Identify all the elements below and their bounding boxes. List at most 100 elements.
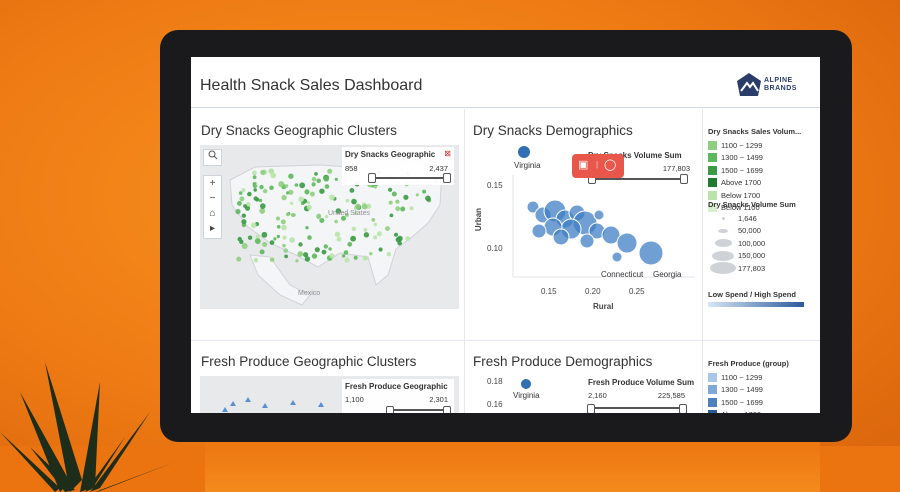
bubble[interactable] — [616, 232, 638, 254]
map-dot[interactable] — [343, 250, 349, 255]
filter-handle-min[interactable] — [368, 173, 376, 183]
map-dot[interactable] — [345, 198, 350, 203]
map-dot[interactable] — [344, 257, 350, 263]
map-dot[interactable] — [341, 215, 346, 221]
map-dot[interactable] — [422, 189, 427, 194]
map-dot[interactable] — [282, 243, 286, 248]
map-dot[interactable] — [409, 206, 414, 211]
map-dot[interactable] — [363, 228, 368, 232]
map-dot[interactable] — [239, 196, 245, 202]
filter-handle-max[interactable] — [443, 406, 451, 413]
map-dot[interactable] — [285, 191, 290, 195]
filter-handle-max[interactable] — [443, 173, 451, 183]
map-dot[interactable] — [276, 225, 281, 229]
map-dot[interactable] — [261, 231, 268, 238]
map-dot[interactable] — [288, 173, 294, 179]
map-dot[interactable] — [259, 184, 264, 190]
map-dot[interactable] — [309, 191, 315, 197]
map-dot[interactable] — [327, 168, 333, 174]
map-dot[interactable] — [395, 206, 401, 212]
map-dot[interactable] — [262, 242, 268, 247]
filter-handle-min[interactable] — [386, 406, 394, 413]
map-dot[interactable] — [361, 203, 368, 210]
map-dot[interactable] — [241, 213, 246, 218]
map-dot[interactable] — [281, 224, 287, 231]
map-dot[interactable] — [344, 212, 349, 217]
map-dot[interactable] — [288, 189, 294, 195]
map-dot[interactable] — [259, 208, 266, 214]
map-dot[interactable] — [276, 234, 280, 239]
map-dot[interactable] — [241, 188, 246, 193]
map-dot[interactable] — [334, 231, 341, 237]
map-dot[interactable] — [376, 231, 382, 237]
map-dot[interactable] — [336, 236, 342, 242]
filter-handle-min[interactable] — [587, 404, 595, 413]
map-dot[interactable] — [297, 251, 304, 257]
map-dot[interactable] — [294, 183, 299, 187]
map-dot[interactable] — [306, 200, 310, 205]
fresh-geo-filter[interactable]: Fresh Produce Geographic 1,100 2,301 — [342, 379, 454, 413]
map-dot[interactable] — [306, 204, 312, 210]
dry-geo-filter[interactable]: Dry Snacks Geographic ⊠ 858 2,437 — [342, 147, 454, 185]
map-dot[interactable] — [253, 188, 257, 192]
map-dot[interactable] — [260, 203, 266, 209]
map-dot[interactable] — [351, 198, 357, 205]
map-dot[interactable] — [311, 176, 317, 182]
filter-handle-max[interactable] — [679, 404, 687, 413]
ocr-icon[interactable]: ▣ — [578, 159, 589, 171]
map-dot[interactable] — [241, 219, 247, 225]
legend-item[interactable]: Above 1700 — [708, 409, 818, 413]
map-dot[interactable] — [280, 219, 286, 225]
bubble-virginia[interactable] — [518, 146, 530, 158]
map-dot[interactable] — [291, 212, 296, 218]
map-dot[interactable] — [299, 182, 306, 189]
map-dot[interactable] — [285, 212, 290, 217]
map-dot[interactable] — [273, 237, 277, 241]
map-dot[interactable] — [239, 239, 244, 244]
map-dot[interactable] — [373, 185, 378, 189]
map-dot[interactable] — [252, 170, 257, 176]
map-dot[interactable] — [276, 216, 280, 221]
map-dot[interactable] — [389, 213, 394, 218]
map-dot[interactable] — [355, 203, 361, 210]
bubble[interactable] — [531, 223, 547, 239]
map-dot[interactable] — [335, 208, 342, 214]
map-dot[interactable] — [247, 235, 253, 240]
map-dot[interactable] — [386, 252, 391, 257]
map-dot[interactable] — [255, 197, 260, 202]
map-dot[interactable] — [395, 237, 401, 243]
map-dot[interactable] — [378, 247, 383, 252]
map-dot[interactable] — [400, 206, 406, 212]
map-dot[interactable] — [269, 185, 274, 191]
map-dot[interactable] — [316, 213, 322, 219]
map-dot[interactable] — [237, 201, 242, 206]
map-dot[interactable] — [311, 182, 316, 187]
map-dot[interactable] — [373, 235, 378, 240]
map-dot[interactable] — [246, 201, 251, 207]
legend-item[interactable]: 150,000 — [708, 250, 818, 263]
map-dot[interactable] — [260, 169, 266, 176]
map-dot[interactable] — [415, 193, 419, 197]
bubble[interactable] — [611, 251, 623, 263]
map-dot[interactable] — [334, 219, 338, 224]
map-dot[interactable] — [255, 234, 260, 239]
legend-item[interactable]: 50,000 — [708, 225, 818, 238]
map-dot[interactable] — [311, 253, 318, 259]
legend-item[interactable]: 1100 ~ 1299 — [708, 371, 818, 384]
play-icon[interactable]: ▸ — [209, 223, 216, 234]
map-dot[interactable] — [254, 238, 261, 244]
map-dot[interactable] — [314, 247, 320, 253]
map-dot[interactable] — [385, 226, 390, 231]
map-dot[interactable] — [269, 257, 275, 262]
map-dot[interactable] — [282, 235, 287, 240]
bubble-virginia-fresh[interactable] — [519, 377, 533, 391]
zoom-in-button[interactable]: + — [209, 178, 216, 189]
map-dot[interactable] — [329, 253, 335, 259]
map-dot[interactable] — [324, 214, 329, 219]
map-dot[interactable] — [283, 248, 288, 253]
map-dot[interactable] — [304, 256, 311, 262]
map-dot[interactable] — [284, 184, 289, 188]
home-icon[interactable]: ⌂ — [209, 208, 216, 219]
map-dot[interactable] — [388, 200, 393, 205]
legend-item[interactable]: 1300 ~ 1499 — [708, 384, 818, 397]
